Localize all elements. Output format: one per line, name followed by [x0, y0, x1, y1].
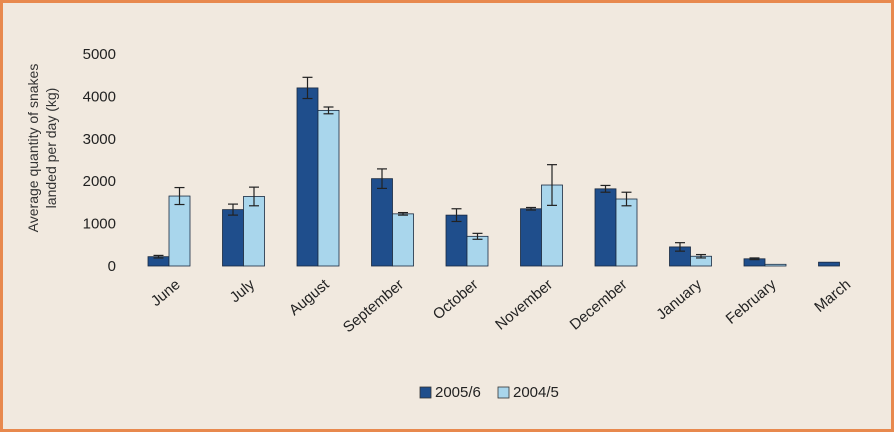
x-category-label: August	[286, 276, 333, 320]
bar-2005-6-july	[222, 209, 244, 267]
x-category-label: July	[227, 276, 259, 306]
legend-label-2005-6: 2005/6	[435, 384, 481, 401]
error-bar-2004-5-june	[174, 186, 185, 206]
error-bar-2004-5-august	[323, 106, 334, 115]
error-bar-2005-6-november	[526, 206, 536, 211]
legend-swatch-2005-6	[419, 386, 432, 399]
bar-2005-6-october	[445, 214, 468, 267]
error-bar-2005-6-june	[153, 254, 164, 259]
y-axis-label-line2: landed per day (kg)	[43, 88, 59, 209]
legend-swatch-2004-5	[497, 386, 510, 399]
x-category-label: January	[653, 276, 705, 324]
error-bar-2004-5-january	[696, 253, 706, 259]
bar-2004-5-august	[317, 109, 340, 267]
x-category-label: December	[567, 276, 631, 334]
x-category-label: March	[811, 276, 854, 316]
bar-2005-6-august	[296, 87, 319, 267]
error-bar-2005-6-september	[377, 168, 387, 190]
y-axis-ticks: 0 1000 2000 3000 4000 5000	[83, 46, 116, 275]
y-tick-label: 1000	[83, 216, 116, 233]
bar-2004-5-february	[764, 263, 787, 267]
x-category-label: November	[492, 276, 556, 334]
x-category-label: June	[148, 276, 184, 310]
x-category-label: February	[723, 276, 780, 328]
bar-2004-5-june	[168, 195, 191, 267]
bar-2004-5-september	[392, 213, 414, 267]
bar-2004-5-july	[243, 196, 265, 267]
bar-2004-5-december	[615, 198, 638, 267]
x-category-label: September	[340, 276, 407, 336]
bar-2004-5-october	[466, 235, 489, 267]
bar-2005-6-september	[371, 178, 393, 267]
error-bar-2004-5-november	[547, 164, 557, 206]
y-axis-label-line1: Average quantity of snakes	[25, 64, 41, 233]
y-tick-label: 2000	[83, 173, 116, 190]
error-bar-2005-6-october	[451, 208, 462, 223]
bar-2005-6-march	[818, 261, 840, 267]
error-bar-2005-6-february	[749, 257, 760, 261]
error-bar-2005-6-december	[600, 184, 611, 193]
error-bar-2005-6-january	[675, 242, 685, 252]
x-category-label: October	[430, 276, 482, 323]
error-bar-2004-5-july	[249, 186, 259, 207]
bar-2005-6-november	[520, 208, 542, 267]
x-axis-categories: June July August September October November De…	[148, 276, 854, 337]
bar-2005-6-december	[594, 188, 617, 267]
y-tick-label: 0	[108, 258, 116, 275]
error-bar-2004-5-december	[621, 191, 632, 207]
y-tick-label: 4000	[83, 88, 116, 105]
y-tick-label: 3000	[83, 131, 116, 148]
error-bar-2005-6-august	[302, 76, 313, 100]
error-bar-2004-5-october	[472, 232, 483, 240]
legend-label-2004-5: 2004/5	[513, 384, 559, 401]
error-bar-2004-5-september	[398, 211, 408, 216]
error-bar-2005-6-july	[228, 203, 238, 216]
y-tick-label: 5000	[83, 46, 116, 63]
bars-group	[147, 76, 840, 267]
legend: 2005/6 2004/5	[419, 384, 559, 401]
